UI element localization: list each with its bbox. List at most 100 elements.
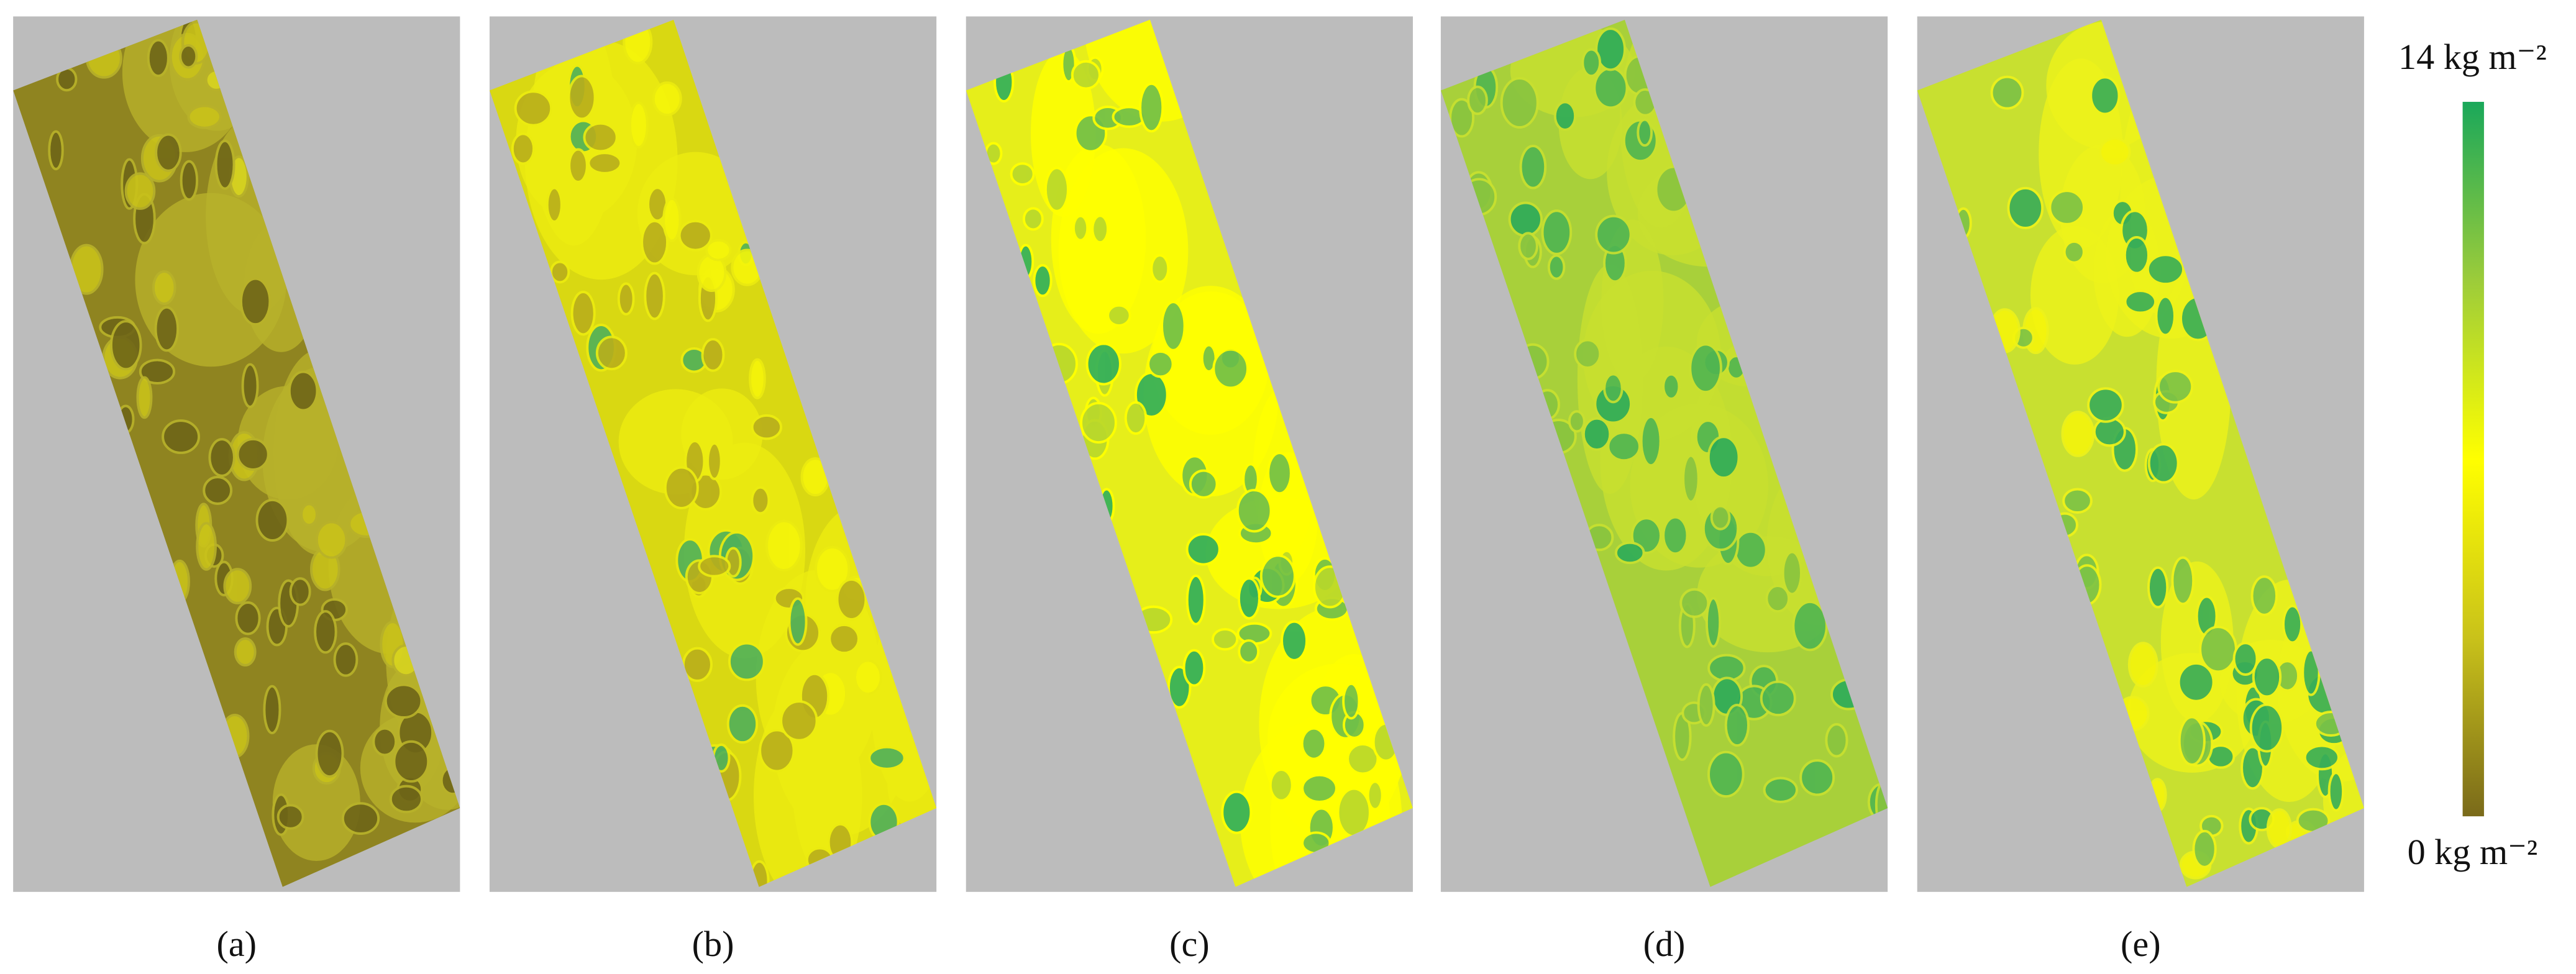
field-blob	[1990, 75, 2024, 110]
colorbar-max-label: 14 kg m⁻²	[2398, 37, 2547, 77]
field-blob	[1603, 373, 1624, 404]
field-blob	[1366, 780, 1384, 811]
field-blob	[393, 740, 430, 783]
field-blob	[2090, 76, 2121, 116]
panels: (a) (b) (c) (d) (e)	[13, 16, 2364, 964]
field-blob	[1500, 77, 1539, 129]
field-blob	[706, 442, 723, 481]
field-blob	[587, 152, 623, 175]
field-blob	[109, 320, 142, 371]
field-blob	[1301, 773, 1338, 803]
field-blob	[1185, 574, 1206, 626]
field-blob	[214, 139, 235, 190]
field-blob	[1449, 98, 1475, 138]
field-blob	[208, 438, 235, 477]
field-blob	[341, 802, 380, 835]
field-blob	[2124, 289, 2157, 314]
field-blob	[384, 683, 423, 719]
field-blob	[2155, 295, 2176, 337]
field-map	[489, 19, 937, 887]
field-blob	[1733, 530, 1768, 570]
field-blob	[1662, 373, 1681, 400]
field-blob	[1781, 550, 1802, 596]
field-blob	[583, 122, 618, 153]
field-blob	[1541, 209, 1573, 255]
field-blob	[815, 545, 851, 593]
field-blob	[728, 642, 765, 681]
field-blob	[1792, 600, 1828, 652]
field-blob	[652, 81, 682, 116]
field-blob	[2249, 703, 2285, 753]
field-blob	[1236, 488, 1272, 533]
field-blob	[1044, 166, 1070, 212]
field-blob	[628, 101, 649, 149]
field-blob	[263, 685, 281, 734]
field-blob	[136, 376, 153, 419]
field-blob	[1547, 254, 1566, 280]
field-blob	[2007, 186, 2044, 229]
field-blob	[1724, 703, 1750, 747]
field-blob	[187, 104, 222, 129]
field-blob	[1281, 620, 1309, 662]
field-blob	[514, 90, 553, 127]
field-blob	[1185, 533, 1221, 566]
field-blob	[2146, 253, 2185, 286]
field-blob	[1189, 469, 1218, 499]
field-blob	[2282, 604, 2303, 644]
field-blob	[1710, 504, 1731, 530]
field-blob	[1553, 101, 1577, 131]
field-blob	[1150, 254, 1170, 283]
field-blob	[1799, 759, 1835, 796]
field-blob	[1107, 304, 1131, 327]
field-blob	[1212, 348, 1249, 389]
field-blob	[289, 577, 311, 606]
field-blob	[836, 578, 867, 621]
field-blob	[1091, 214, 1110, 244]
field-blob	[179, 44, 198, 69]
field-blob	[644, 271, 665, 321]
panel-label: (e)	[2121, 924, 2161, 964]
field-blob	[1467, 85, 1488, 116]
field-blob	[372, 727, 398, 757]
field-blob	[1342, 682, 1361, 720]
panel-label: (c)	[1169, 924, 1210, 964]
field-blob	[1637, 118, 1653, 147]
field-blob	[2171, 556, 2195, 606]
field-blob	[2327, 771, 2345, 812]
field-blob	[1508, 201, 1543, 237]
field-blob	[2127, 642, 2158, 688]
field-blob	[1765, 585, 1791, 613]
field-blob	[749, 358, 766, 399]
field-blob	[1682, 454, 1700, 503]
field-blob	[1679, 588, 1710, 619]
field-blob	[701, 338, 725, 372]
field-blob	[2303, 744, 2340, 771]
panel-label: (a)	[216, 924, 257, 964]
field-blob	[1147, 350, 1174, 378]
field-blob	[1705, 597, 1722, 648]
field-blob	[2232, 642, 2259, 676]
field-blob	[570, 290, 596, 336]
field-blob	[1581, 48, 1602, 78]
field-blob	[1022, 207, 1044, 231]
field-blob	[1085, 342, 1121, 386]
field-blob	[1211, 627, 1239, 651]
field-blob	[235, 601, 261, 635]
field-blob	[1259, 554, 1296, 598]
field-blob	[1689, 343, 1722, 394]
field-blob	[726, 704, 759, 744]
field-blob	[2063, 240, 2085, 264]
field-blob	[1707, 435, 1740, 480]
field-blob	[1593, 66, 1628, 109]
field-blob	[1033, 264, 1053, 298]
field-blob	[595, 335, 628, 371]
field-blob	[549, 260, 570, 284]
field-blob	[1519, 145, 1547, 189]
field-blob	[854, 659, 882, 695]
field-blob	[1763, 776, 1799, 804]
panel-label: (d)	[1643, 924, 1686, 964]
field-blob	[2266, 808, 2293, 849]
field-blob	[2048, 189, 2086, 225]
field-blob	[203, 476, 233, 505]
field-blob	[698, 555, 731, 578]
